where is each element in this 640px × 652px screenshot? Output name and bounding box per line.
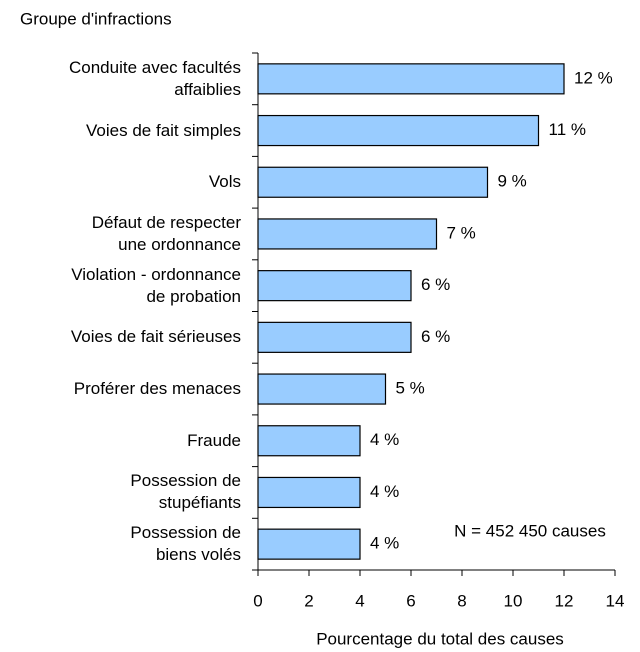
bar [257,321,412,353]
value-label: 4 % [370,482,399,501]
x-tick-label: 4 [355,591,364,610]
category-label: Possession de biens volés [130,523,241,565]
x-tick-label: 0 [253,591,262,610]
bar [257,476,361,509]
bar [257,425,361,457]
x-tick-label: 10 [504,591,523,610]
bar [257,114,540,147]
x-tick-label: 2 [304,591,313,610]
x-tick-label: 8 [457,591,466,610]
bar [257,528,361,560]
bar [257,63,565,95]
category-label: Fraude [187,430,241,450]
x-tick-label: 14 [606,591,625,610]
category-label: Possession de stupéfiants [130,471,241,513]
category-label: Défaut de respecter une ordonnance [91,212,241,254]
category-label: Conduite avec facultés affaiblies [69,57,241,99]
category-label: Voies de fait sérieuses [70,327,241,347]
x-tick-label: 6 [406,591,415,610]
bar [257,166,489,198]
value-label: 4 % [370,534,399,553]
value-label: 4 % [370,430,399,449]
value-label: 6 % [421,275,450,294]
category-label: Violation - ordonnance de probation [71,264,241,306]
category-label: Voies de fait simples [86,120,241,140]
y-axis-title: Groupe d'infractions [20,9,172,28]
bar [257,270,412,302]
bar [257,373,387,405]
x-axis-title: Pourcentage du total des causes [316,629,564,648]
value-label: 12 % [574,68,613,87]
annotation: N = 452 450 causes [454,521,606,540]
value-label: 9 % [498,172,527,191]
value-label: 11 % [549,120,587,139]
bar [257,218,438,250]
value-label: 5 % [396,379,425,398]
value-label: 6 % [421,327,450,346]
category-label: Vols [208,172,241,192]
x-tick-label: 12 [555,591,574,610]
category-label: Proférer des menaces [73,379,241,399]
value-label: 7 % [447,223,476,242]
